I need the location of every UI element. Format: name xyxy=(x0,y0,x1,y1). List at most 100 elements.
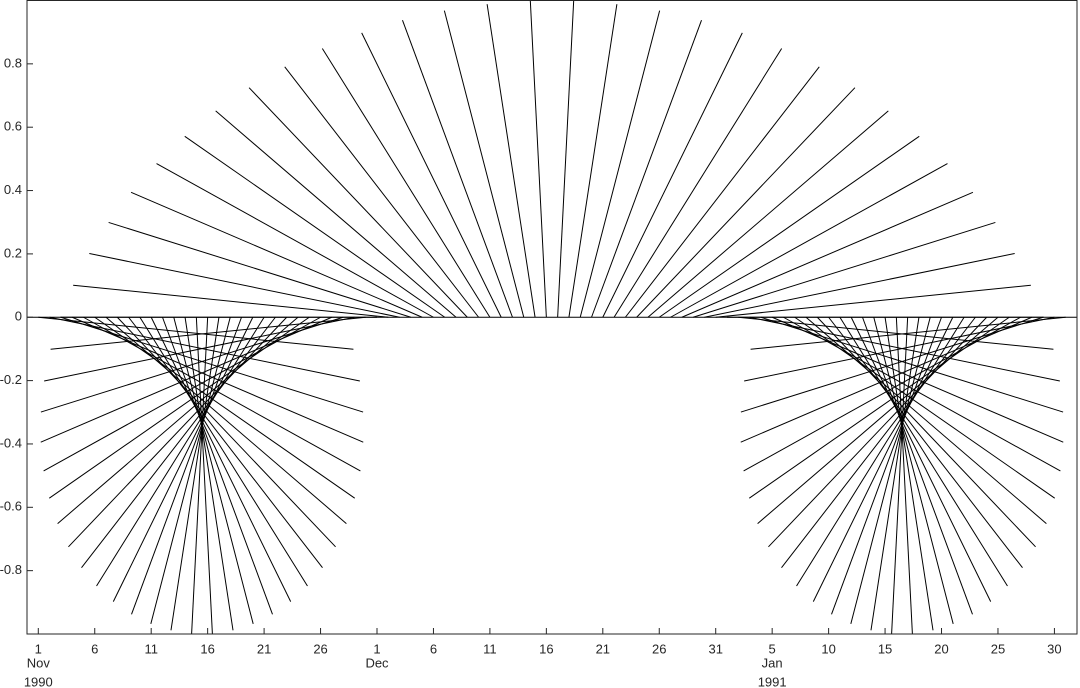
feather-vector xyxy=(195,317,213,634)
feather-vector xyxy=(131,317,242,615)
feather-vector xyxy=(895,317,913,634)
feather-vector xyxy=(557,0,575,318)
x-year-label: 1991 xyxy=(758,674,787,688)
feather-vector xyxy=(486,4,536,318)
y-tick-label: 0.6 xyxy=(4,119,22,134)
feather-vector xyxy=(740,316,1044,413)
y-tick-label: 0 xyxy=(15,309,22,324)
x-tick-label: 1 xyxy=(35,641,42,656)
feather-vector xyxy=(156,163,434,318)
feather-vector xyxy=(812,317,954,602)
feather-vector xyxy=(613,48,783,318)
feather-vector xyxy=(215,110,457,318)
x-tick-label: 31 xyxy=(708,641,722,656)
feather-vector xyxy=(94,316,356,499)
x-tick-label: 26 xyxy=(652,641,666,656)
x-month-label: Jan xyxy=(762,655,783,670)
feather-vector xyxy=(112,317,254,602)
feather-vector xyxy=(636,87,856,318)
feather-vector xyxy=(108,221,412,318)
x-tick-label: 11 xyxy=(483,641,497,656)
feather-vector xyxy=(738,316,1054,350)
feather-vector xyxy=(568,4,618,318)
y-tick-label: 0.4 xyxy=(4,182,22,197)
feather-vector xyxy=(150,317,231,625)
feather-vector xyxy=(768,316,988,548)
feather-vector xyxy=(681,191,974,318)
feather-vector xyxy=(49,316,360,382)
feather-vector xyxy=(743,316,1021,472)
feather-vector xyxy=(321,48,491,318)
feather-vector xyxy=(44,316,355,382)
feather-vector xyxy=(116,316,336,548)
feather-vector xyxy=(443,10,525,318)
x-tick-label: 26 xyxy=(313,641,327,656)
x-tick-label: 16 xyxy=(539,641,553,656)
feather-vector xyxy=(796,316,965,587)
feather-vector xyxy=(831,317,942,615)
feather-vector xyxy=(150,317,292,602)
feather-vector xyxy=(40,316,344,413)
feather-vector xyxy=(248,87,468,318)
y-tick-label: 0.2 xyxy=(4,245,22,260)
feather-vector xyxy=(191,317,209,634)
feather-vector xyxy=(40,316,333,443)
x-tick-label: 10 xyxy=(821,641,835,656)
feather-vector xyxy=(624,66,820,318)
feather-vector xyxy=(591,20,702,318)
x-tick-label: 21 xyxy=(596,641,610,656)
x-tick-label: 30 xyxy=(1047,641,1061,656)
x-tick-label: 21 xyxy=(257,641,271,656)
feather-vector xyxy=(89,252,400,318)
feather-vector xyxy=(828,316,1023,569)
feather-vector xyxy=(647,110,889,318)
x-tick-label: 1 xyxy=(373,641,380,656)
feather-vector xyxy=(173,317,254,625)
y-tick-label: -0.4 xyxy=(0,435,22,450)
feather-vector xyxy=(139,316,308,587)
feather-vector xyxy=(184,135,446,318)
feather-vector xyxy=(884,317,934,631)
feather-vector xyxy=(402,20,513,318)
y-tick-label: -0.2 xyxy=(0,372,22,387)
x-month-label: Dec xyxy=(365,655,389,670)
feather-vector xyxy=(162,317,273,615)
feather-vector xyxy=(105,316,347,524)
y-tick-label: -0.8 xyxy=(0,562,22,577)
feather-vector xyxy=(783,316,1061,472)
feather-vector xyxy=(891,317,909,634)
feather-vector xyxy=(83,316,361,472)
x-tick-label: 11 xyxy=(144,641,158,656)
feather-vector xyxy=(805,316,1047,524)
x-tick-label: 5 xyxy=(769,641,776,656)
feather-vector xyxy=(862,317,973,615)
feather-vector xyxy=(850,317,931,625)
y-tick-label: 0.8 xyxy=(4,55,22,70)
feather-vector xyxy=(73,284,389,318)
feather-vector xyxy=(184,317,234,631)
x-tick-label: 20 xyxy=(934,641,948,656)
feather-vector xyxy=(781,316,976,569)
feather-vector xyxy=(670,163,948,318)
x-year-label: 1990 xyxy=(24,674,53,688)
feather-vector xyxy=(602,32,743,318)
feather-vector xyxy=(794,316,1056,499)
feather-vector xyxy=(529,0,547,318)
feather-vector xyxy=(839,316,1008,587)
feather-vector xyxy=(715,284,1031,318)
feather-vector xyxy=(692,221,996,318)
x-tick-label: 25 xyxy=(991,641,1005,656)
feather-vector xyxy=(284,66,480,318)
feather-vector xyxy=(38,316,354,350)
x-tick-label: 6 xyxy=(430,641,437,656)
feather-vector xyxy=(579,10,661,318)
feather-vector xyxy=(740,316,1033,443)
feather-vector xyxy=(68,316,288,548)
x-tick-label: 6 xyxy=(91,641,98,656)
feather-vector xyxy=(96,316,265,587)
feather-vector xyxy=(750,316,1066,350)
x-tick-label: 15 xyxy=(878,641,892,656)
feather-vector xyxy=(850,317,992,602)
feather-vector xyxy=(50,316,366,350)
